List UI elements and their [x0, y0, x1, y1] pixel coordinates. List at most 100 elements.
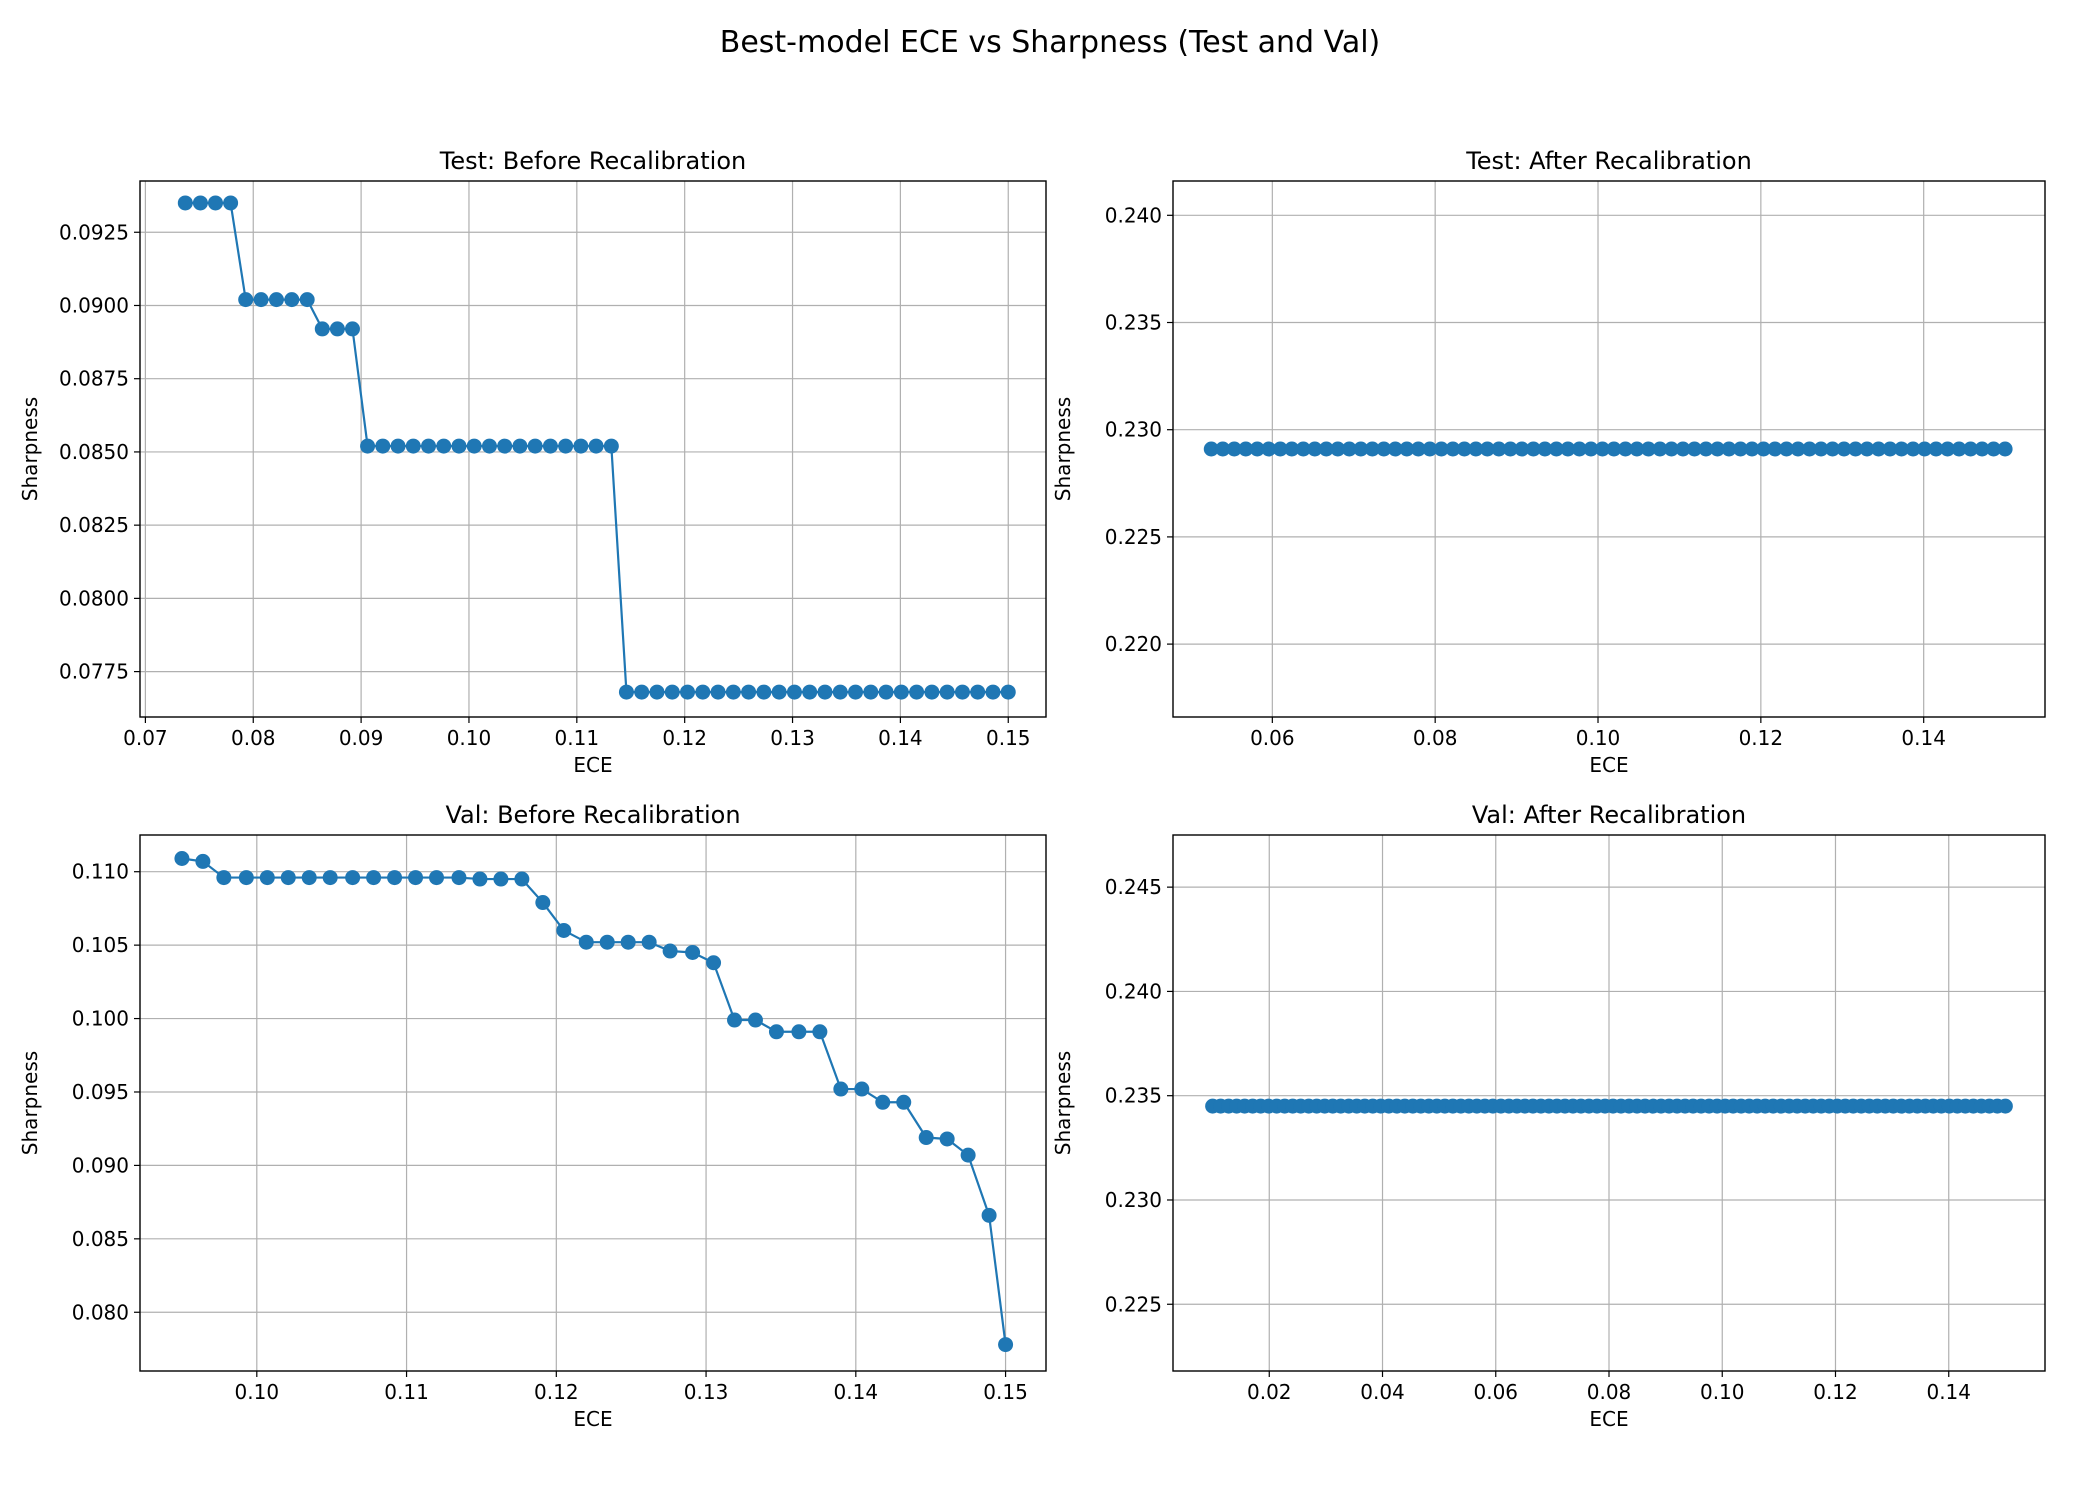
data-point [451, 870, 467, 886]
data-point [558, 438, 574, 454]
data-point [1663, 441, 1679, 457]
data-point [1226, 441, 1242, 457]
data-point [1238, 441, 1254, 457]
x-tick-label: 0.08 [1587, 1380, 1632, 1404]
data-point [527, 438, 543, 454]
x-tick-label: 0.04 [1360, 1380, 1405, 1404]
data-point [1836, 441, 1852, 457]
data-point [1871, 441, 1887, 457]
data-point [771, 684, 787, 700]
data-point [954, 684, 970, 700]
data-point [664, 684, 680, 700]
x-axis-label: ECE [1589, 753, 1628, 777]
data-point [1732, 441, 1748, 457]
data-point [909, 684, 925, 700]
x-tick-label: 0.13 [770, 726, 815, 750]
x-tick-label: 0.10 [1576, 726, 1621, 750]
data-point [573, 438, 589, 454]
data-point [344, 321, 360, 337]
data-point [848, 684, 864, 700]
data-point [918, 1130, 934, 1146]
y-tick-label: 0.0800 [59, 586, 129, 610]
data-point [768, 1024, 784, 1040]
data-point [1640, 441, 1656, 457]
data-point [1410, 441, 1426, 457]
data-point [1675, 441, 1691, 457]
data-point [893, 684, 909, 700]
data-point [791, 1024, 807, 1040]
data-point [253, 292, 269, 308]
y-tick-label: 0.0875 [59, 367, 129, 391]
data-point [216, 870, 232, 886]
data-point [514, 871, 530, 887]
y-tick-label: 0.0825 [59, 513, 129, 537]
x-tick-label: 0.06 [1473, 1380, 1518, 1404]
data-point [299, 292, 315, 308]
data-point [535, 895, 551, 911]
data-point [1928, 441, 1944, 457]
data-point [812, 1024, 828, 1040]
data-point [725, 684, 741, 700]
x-tick-label: 0.10 [1700, 1380, 1745, 1404]
data-point [451, 438, 467, 454]
data-point [1353, 441, 1369, 457]
y-tick-label: 0.095 [72, 1080, 129, 1104]
subplot-1: 0.07 0.08 0.09 0.10 0.11 0.12 0.13 0.14 0.15 0.07… [18, 147, 1047, 777]
data-point [833, 1081, 849, 1097]
data-point [268, 292, 284, 308]
data-point [634, 684, 650, 700]
y-axis-label: Sharpness [1051, 1051, 1075, 1155]
x-tick-label: 0.11 [555, 726, 600, 750]
data-point [1802, 441, 1818, 457]
data-point [1974, 441, 1990, 457]
data-point [1433, 441, 1449, 457]
data-point [1525, 441, 1541, 457]
data-point [1000, 684, 1016, 700]
data-point [960, 1147, 976, 1163]
x-axis-label: ECE [1589, 1407, 1628, 1431]
y-tick-label: 0.100 [72, 1007, 129, 1031]
y-tick-label: 0.110 [72, 860, 129, 884]
data-point [588, 438, 604, 454]
data-point [802, 684, 818, 700]
subplot-3: 0.10 0.11 0.12 0.13 0.14 0.15 0.080 0.085 0.090 0… [18, 801, 1047, 1431]
y-tick-label: 0.245 [1105, 875, 1162, 899]
data-point [542, 438, 558, 454]
data-point [854, 1081, 870, 1097]
axes-frame [139, 180, 1047, 718]
data-point [223, 195, 239, 211]
y-tick-label: 0.0900 [59, 293, 129, 317]
subplot-title: Test: After Recalibration [1465, 147, 1752, 175]
data-point [1364, 441, 1380, 457]
data-point [1399, 441, 1415, 457]
data-point [1422, 441, 1438, 457]
data-point [1537, 441, 1553, 457]
data-point [238, 870, 254, 886]
x-tick-label: 0.14 [834, 1380, 879, 1404]
data-point [939, 1131, 955, 1147]
data-point [1387, 441, 1403, 457]
data-point [1502, 441, 1518, 457]
data-point [280, 870, 296, 886]
y-tick-label: 0.085 [72, 1227, 129, 1251]
data-point [618, 684, 634, 700]
data-point [878, 684, 894, 700]
subplot-title: Val: Before Recalibration [445, 801, 740, 829]
y-tick-label: 0.235 [1105, 311, 1162, 335]
data-point [1249, 441, 1265, 457]
data-point [208, 195, 223, 211]
x-tick-label: 0.10 [447, 726, 492, 750]
data-point [1341, 441, 1357, 457]
data-point [360, 438, 376, 454]
data-point [421, 438, 437, 454]
data-point [174, 850, 190, 866]
data-point [863, 684, 879, 700]
data-point [556, 922, 572, 938]
x-tick-label: 0.12 [534, 1380, 579, 1404]
data-point [1813, 441, 1829, 457]
data-point [1756, 441, 1772, 457]
data-point [177, 195, 193, 211]
data-point [1594, 441, 1610, 457]
data-point [436, 438, 452, 454]
